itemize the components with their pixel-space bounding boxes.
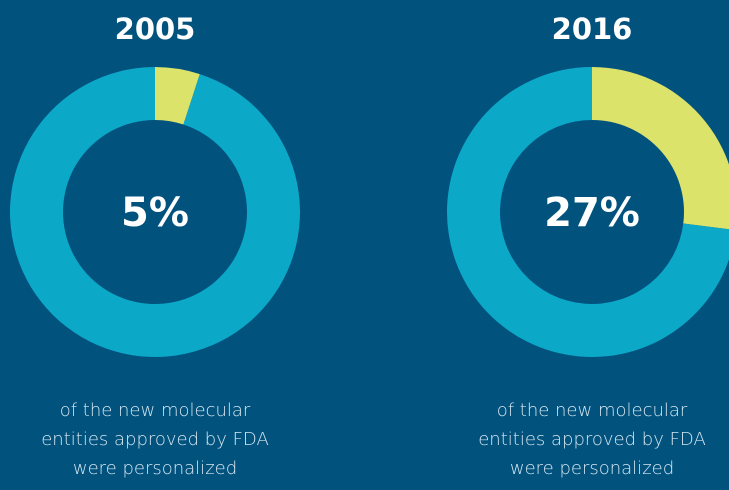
pie-segment bbox=[10, 67, 301, 357]
caption-line: of the new molecular bbox=[60, 400, 251, 421]
pie-segment bbox=[447, 67, 729, 357]
value-label: 5% bbox=[121, 190, 189, 236]
value-label: 27% bbox=[544, 190, 640, 236]
caption-line: were personalized bbox=[510, 458, 674, 479]
pie-segment bbox=[592, 67, 729, 230]
pie-segment bbox=[155, 67, 200, 125]
caption-line: entities approved by FDA bbox=[41, 429, 269, 450]
chart-title: 2016 bbox=[552, 12, 633, 46]
caption-line: of the new molecular bbox=[497, 400, 688, 421]
chart-title: 2005 bbox=[115, 12, 196, 46]
caption-line: were personalized bbox=[73, 458, 237, 479]
caption-line: entities approved by FDA bbox=[478, 429, 706, 450]
